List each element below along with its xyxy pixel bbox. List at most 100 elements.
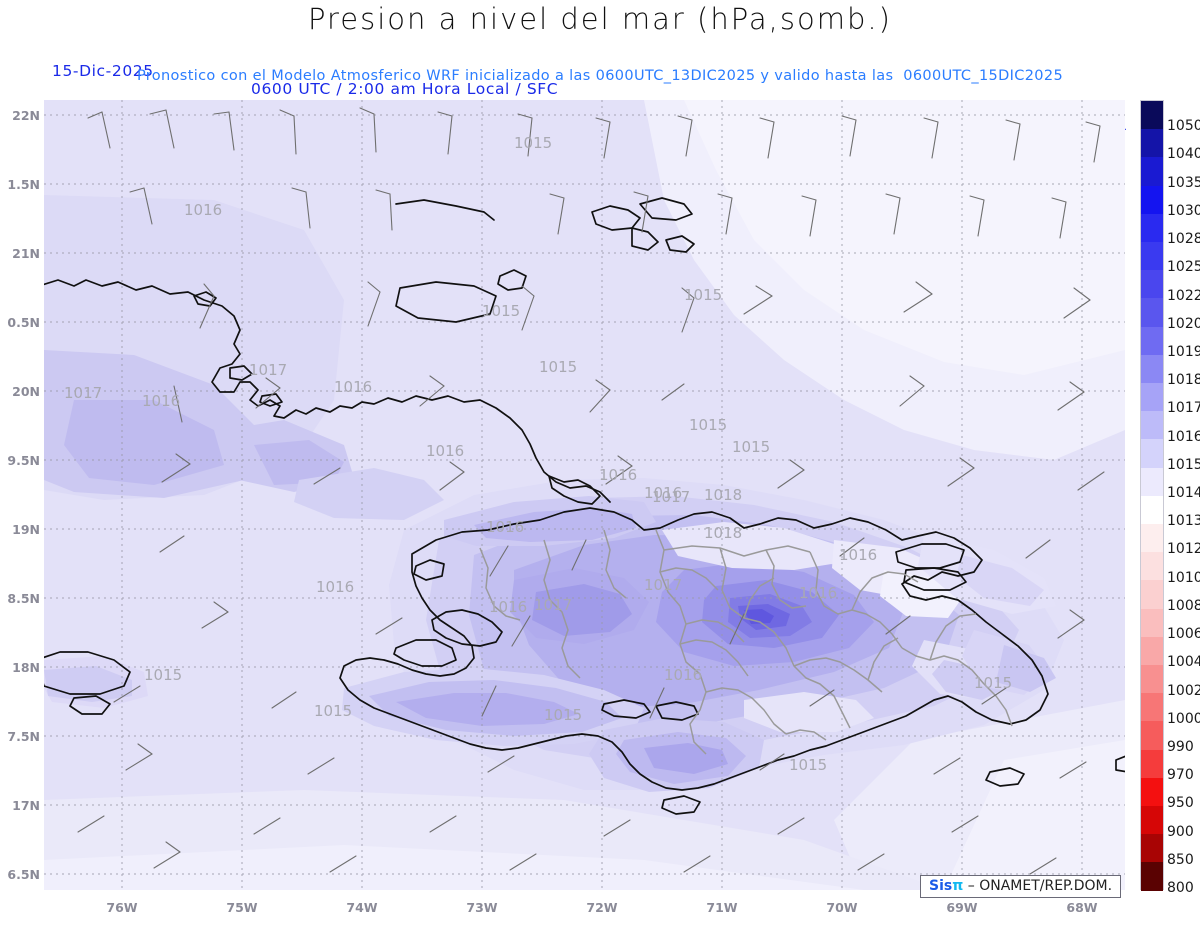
map-plot-area[interactable]: 1015 1016 1015 1015 1015 1017 1016 1017 …: [44, 100, 1125, 890]
svg-text:1015: 1015: [544, 706, 582, 724]
colorbar-tick-label: 1008: [1167, 597, 1200, 614]
colorbar-tick-label: 1050: [1167, 118, 1200, 135]
province-border-layer: [479, 529, 1013, 755]
svg-text:1015: 1015: [539, 358, 577, 376]
colorbar-swatch: [1141, 298, 1163, 327]
colorbar-swatch: [1141, 101, 1163, 130]
svg-text:1015: 1015: [974, 674, 1012, 692]
sis-text: Sis: [929, 878, 953, 894]
colorbar-swatch: [1141, 580, 1163, 609]
colorbar-swatch: [1141, 608, 1163, 637]
colorbar-tick-label: 950: [1167, 795, 1194, 812]
colorbar-swatch: [1141, 777, 1163, 807]
svg-text:1015: 1015: [144, 666, 182, 684]
colorbar-swatch: [1141, 467, 1163, 496]
latitude-axis: 22N 1.5N 21N 0.5N 20N 9.5N 19N 8.5N 18N …: [0, 0, 44, 927]
xtick-76W: 76W: [106, 900, 138, 915]
svg-text:1017: 1017: [249, 361, 287, 379]
colorbar-swatch: [1141, 495, 1163, 525]
svg-text:1015: 1015: [789, 756, 827, 774]
colorbar-tick-label: 1012: [1167, 541, 1200, 558]
colorbar-swatch: [1141, 834, 1163, 863]
ytick-18N: 18N: [12, 660, 40, 675]
colorbar-swatch: [1141, 129, 1163, 158]
xtick-68W: 68W: [1066, 900, 1098, 915]
colorbar-swatch: [1141, 213, 1163, 243]
colorbar-swatch: [1141, 439, 1163, 468]
svg-text:1018: 1018: [704, 524, 742, 542]
colorbar-swatch: [1141, 665, 1163, 694]
colorbar-swatch: [1141, 749, 1163, 778]
page-title: Presion a nivel del mar (hPa,somb.): [308, 2, 892, 36]
org-text: – ONAMET/REP.DOM.: [967, 878, 1113, 894]
svg-text:1016: 1016: [142, 392, 180, 410]
model-subtitle: Pronostico con el Modelo Atmosferico WRF…: [136, 68, 1064, 84]
ytick-19.5N: 9.5N: [7, 453, 40, 468]
svg-text:1016: 1016: [334, 378, 372, 396]
svg-text:1015: 1015: [482, 302, 520, 320]
ytick-19N: 19N: [12, 522, 40, 537]
colorbar-tick-label: 1025: [1167, 259, 1200, 276]
ytick-20N: 20N: [12, 384, 40, 399]
map-gridlines: [44, 100, 1125, 890]
ytick-18.5N: 8.5N: [7, 591, 40, 606]
pi-icon: π: [952, 878, 964, 894]
ytick-20.5N: 0.5N: [7, 315, 40, 330]
svg-text:1015: 1015: [314, 702, 352, 720]
colorbar-tick-label: 1006: [1167, 626, 1200, 643]
ytick-17N: 17N: [12, 798, 40, 813]
colorbar-swatch: [1141, 636, 1163, 666]
colorbar-swatch: [1141, 326, 1163, 355]
svg-text:1017: 1017: [534, 596, 572, 614]
forecast-date: 15-Dic-2025: [52, 62, 154, 80]
contour-label-layer: 1015 1016 1015 1015 1015 1017 1016 1017 …: [64, 134, 1012, 774]
colorbar-swatch: [1141, 721, 1163, 750]
svg-text:1017: 1017: [64, 384, 102, 402]
colorbar-swatch: [1141, 524, 1163, 553]
colorbar-swatch: [1141, 411, 1163, 440]
colorbar-tick-label: 900: [1167, 823, 1194, 840]
svg-text:1017: 1017: [652, 488, 690, 506]
wind-barb-layer: [77, 107, 1105, 875]
colorbar-tick-label: 1002: [1167, 682, 1200, 699]
colorbar-swatch: [1141, 185, 1163, 214]
svg-text:1016: 1016: [316, 578, 354, 596]
colorbar-swatch: [1141, 242, 1163, 271]
svg-text:1015: 1015: [689, 416, 727, 434]
colorbar-tick-label: 1022: [1167, 287, 1200, 304]
colorbar-swatch: [1141, 354, 1163, 384]
colorbar-swatch: [1141, 270, 1163, 299]
xtick-72W: 72W: [586, 900, 618, 915]
xtick-70W: 70W: [826, 900, 858, 915]
colorbar-swatch: [1141, 862, 1163, 891]
colorbar-swatch: [1141, 383, 1163, 412]
colorbar-tick-label: 990: [1167, 738, 1194, 755]
ytick-16.5N: 6.5N: [7, 867, 40, 882]
xtick-71W: 71W: [706, 900, 738, 915]
ytick-22N: 22N: [12, 108, 40, 123]
colorbar-tick-label: 1014: [1167, 485, 1200, 501]
xtick-75W: 75W: [226, 900, 258, 915]
ytick-17.5N: 7.5N: [7, 729, 40, 744]
colorbar-tick-label: 1015: [1167, 456, 1200, 473]
colorbar-tick-label: 1010: [1167, 569, 1200, 586]
svg-text:1016: 1016: [599, 466, 637, 484]
svg-text:1016: 1016: [184, 201, 222, 219]
colorbar-tick-label: 1035: [1167, 174, 1200, 191]
colorbar-swatch: [1141, 552, 1163, 581]
svg-text:1016: 1016: [489, 598, 527, 616]
colorbar-swatch: [1141, 806, 1163, 835]
xtick-73W: 73W: [466, 900, 498, 915]
svg-text:1015: 1015: [514, 134, 552, 152]
ytick-21.5N: 1.5N: [7, 177, 40, 192]
colorbar-tick-label: 1004: [1167, 654, 1200, 671]
colorbar-tick-label: 850: [1167, 851, 1194, 868]
colorbar-tick-label: 1030: [1167, 202, 1200, 219]
colorbar-tick-label: 1028: [1167, 231, 1200, 248]
colorbar-tick-label: 1040: [1167, 146, 1200, 163]
colorbar-tick-label: 1020: [1167, 315, 1200, 332]
colorbar-tick-label: 1000: [1167, 710, 1200, 727]
svg-text:1016: 1016: [799, 584, 837, 602]
colorbar-tick-label: 1013: [1167, 513, 1200, 530]
colorbar-tick-label: 1016: [1167, 428, 1200, 445]
